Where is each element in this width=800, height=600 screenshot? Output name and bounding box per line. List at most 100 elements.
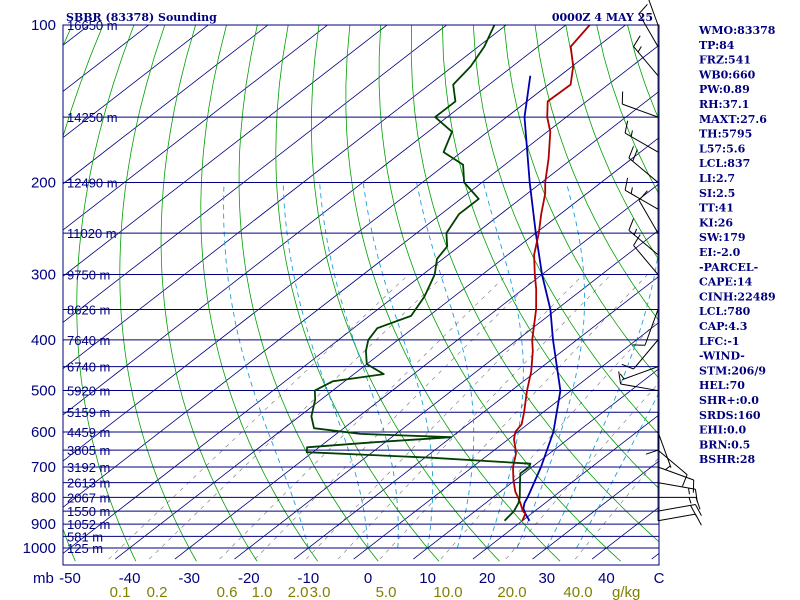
height-label: 9750 m xyxy=(67,268,110,283)
index-value: -WIND- xyxy=(699,350,745,363)
height-label: 5159 m xyxy=(67,405,110,420)
wind-barb-staff xyxy=(622,366,659,381)
pressure-tick-label: 700 xyxy=(31,459,56,476)
mixing-ratio-tick-label: 1.0 xyxy=(252,584,273,600)
dry-adiabat xyxy=(503,25,659,380)
pressure-tick-label: 900 xyxy=(31,516,56,533)
wind-barb-staff xyxy=(657,466,694,481)
wind-barb-half xyxy=(619,373,625,380)
wind-barb xyxy=(638,3,659,47)
temperature-tick-label: -30 xyxy=(178,570,200,587)
dry-adiabat xyxy=(472,25,659,435)
wind-barb xyxy=(657,466,695,493)
height-label: 12490 m xyxy=(67,175,118,190)
dry-adiabat xyxy=(442,25,659,490)
isotherm-line xyxy=(532,460,659,560)
wind-barb xyxy=(628,146,659,183)
index-value: RH:37.1 xyxy=(699,98,749,111)
height-label: 4459 m xyxy=(67,425,110,440)
isotherm-line xyxy=(63,25,448,323)
wind-barb xyxy=(619,366,659,381)
index-value: BRN:0.5 xyxy=(699,438,750,451)
wind-barb-half xyxy=(688,487,690,495)
wind-barb-flag xyxy=(694,504,702,516)
pressure-tick-label: 600 xyxy=(31,424,56,441)
height-label: 14250 m xyxy=(67,110,118,125)
temperature-tick-label: -40 xyxy=(119,570,141,587)
temperature-tick-label: 10 xyxy=(419,570,436,587)
temperature-tick-label: 20 xyxy=(479,570,496,587)
index-value: CAP:4.3 xyxy=(699,320,747,333)
dry-adiabat xyxy=(200,25,319,562)
index-value: CAPE:14 xyxy=(699,276,753,289)
index-value: LCL:780 xyxy=(699,305,751,318)
index-value: EI:-2.0 xyxy=(699,246,741,259)
wind-barb xyxy=(632,309,659,346)
wind-barb-staff xyxy=(657,449,688,475)
isotherm-line xyxy=(63,25,269,185)
sounding-profiles xyxy=(305,25,591,522)
wind-barb-staff xyxy=(624,189,659,210)
height-label: 16650 m xyxy=(67,18,118,33)
mixing-ratio-line xyxy=(440,318,659,560)
wind-barb-flag xyxy=(645,449,659,455)
wind-barb-staff xyxy=(657,431,672,468)
index-value: SHR+:0.0 xyxy=(699,394,759,407)
chart-title: SBBR (83378) Sounding xyxy=(66,11,217,24)
wind-barb xyxy=(638,190,659,234)
height-label: 8626 m xyxy=(67,303,110,318)
pressure-tick-label: 200 xyxy=(31,174,56,191)
wind-barb-half xyxy=(665,465,671,471)
temperature-tick-label: -10 xyxy=(298,570,320,587)
pressure-tick-label: 300 xyxy=(31,267,56,284)
wind-barb-flag xyxy=(638,3,648,15)
grid-lines xyxy=(63,25,659,562)
wind-barb-staff xyxy=(620,383,659,392)
index-value: WMO:83378 xyxy=(698,24,776,37)
wind-barb-flag xyxy=(628,146,635,159)
index-value: KI:26 xyxy=(699,216,733,229)
height-label: 7640 m xyxy=(67,333,110,348)
temperature-tick-label: 30 xyxy=(538,570,555,587)
moist-adiabat xyxy=(576,391,659,549)
isotherm-line xyxy=(353,321,659,560)
wind-barb-staff xyxy=(657,482,696,490)
mixing-ratio-tick-label: 0.2 xyxy=(147,584,168,600)
index-value: SW:179 xyxy=(699,231,746,244)
wind-barb xyxy=(624,120,659,153)
mixing-ratio-tick-label: 20.0 xyxy=(497,584,526,600)
index-value: -PARCEL- xyxy=(699,261,758,274)
wind-barb-flag xyxy=(621,363,634,370)
height-label: 1550 m xyxy=(67,504,110,519)
index-value: HEL:70 xyxy=(699,379,745,392)
height-label: 2613 m xyxy=(67,476,110,491)
height-label: 6740 m xyxy=(67,360,110,375)
height-label: 3192 m xyxy=(67,460,110,475)
height-label: 11020 m xyxy=(67,226,117,241)
wind-barb-staff xyxy=(624,132,659,153)
mixing-ratio-tick-label: 0.1 xyxy=(110,584,131,600)
mixing-ratio-unit: g/kg xyxy=(612,584,640,600)
isotherm-line xyxy=(63,44,659,508)
wind-barbs xyxy=(618,0,702,526)
dry-adiabat xyxy=(345,25,561,562)
isotherm-line xyxy=(472,414,659,560)
moist-adiabat xyxy=(223,182,309,549)
wind-barb xyxy=(657,482,698,502)
wind-barb-flag xyxy=(633,35,641,47)
temperature-tick-label: 0 xyxy=(364,570,372,587)
index-value: CINH:22489 xyxy=(699,290,776,303)
wind-barb-flag xyxy=(694,513,702,526)
wind-barb xyxy=(624,177,659,210)
wind-barb-staff xyxy=(648,0,659,26)
isotherm-line xyxy=(63,25,507,370)
mixing-ratio-line xyxy=(108,274,409,560)
mixing-ratio-line xyxy=(379,274,648,560)
height-label: 5920 m xyxy=(67,384,110,399)
wind-barb-staff xyxy=(622,103,659,118)
dry-adiabat xyxy=(534,25,659,322)
pressure-tick-label: 500 xyxy=(31,383,56,400)
wind-barb xyxy=(621,339,659,370)
